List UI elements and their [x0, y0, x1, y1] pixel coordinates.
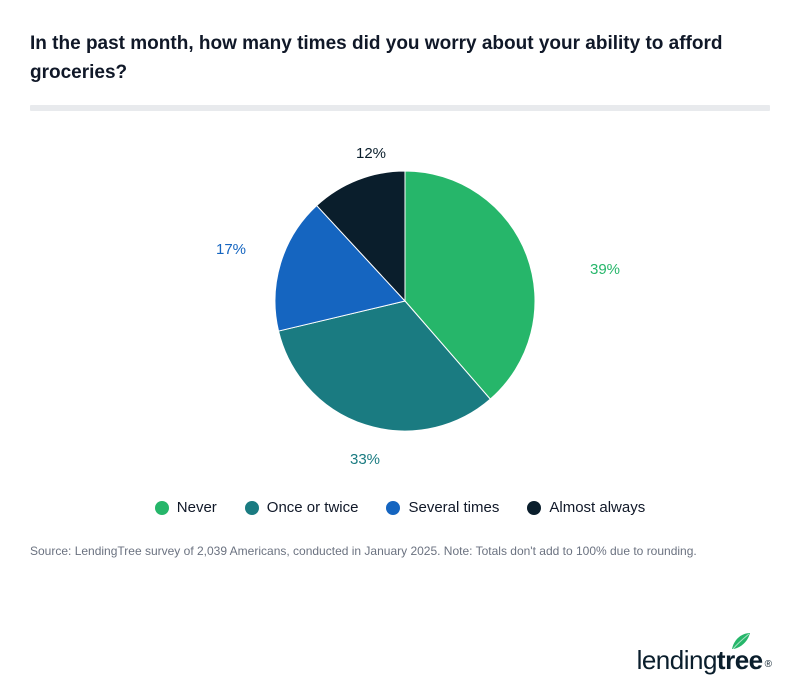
legend-label: Almost always: [549, 499, 645, 516]
pie-slice-label: 33%: [350, 451, 380, 468]
pie-slice-label: 39%: [590, 261, 620, 278]
pie-slice-label: 17%: [216, 241, 246, 258]
chart-title: In the past month, how many times did yo…: [30, 30, 770, 87]
logo-part1: lending: [637, 645, 717, 675]
legend-item: Once or twice: [245, 499, 359, 516]
legend-item: Several times: [386, 499, 499, 516]
legend-item: Almost always: [527, 499, 645, 516]
pie-slice-label: 12%: [356, 145, 386, 162]
pie-chart: 39% 33% 17% 12%: [30, 131, 770, 491]
pie-svg: [275, 171, 535, 431]
legend-dot: [155, 501, 169, 515]
source-note: Source: LendingTree survey of 2,039 Amer…: [30, 542, 770, 560]
leaf-icon: [728, 631, 752, 651]
legend-dot: [386, 501, 400, 515]
pie-wrap: [275, 171, 535, 436]
legend-item: Never: [155, 499, 217, 516]
registered-mark: ®: [765, 659, 772, 670]
legend-label: Several times: [408, 499, 499, 516]
legend: Never Once or twice Several times Almost al…: [30, 499, 770, 516]
lendingtree-logo: lendingtree ®: [637, 645, 772, 676]
title-divider: [30, 105, 770, 111]
legend-label: Once or twice: [267, 499, 359, 516]
legend-dot: [245, 501, 259, 515]
legend-label: Never: [177, 499, 217, 516]
legend-dot: [527, 501, 541, 515]
